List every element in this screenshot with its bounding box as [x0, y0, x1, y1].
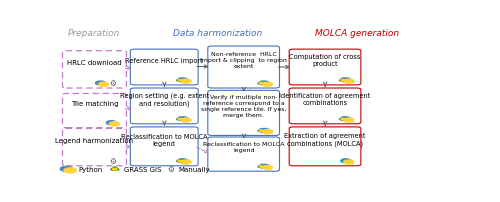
Circle shape — [260, 81, 270, 85]
Circle shape — [341, 78, 351, 82]
Text: Reclassification to MOLCA
legend: Reclassification to MOLCA legend — [203, 142, 284, 153]
Circle shape — [260, 128, 270, 133]
Circle shape — [178, 117, 188, 121]
Text: Computation of cross
product: Computation of cross product — [290, 54, 360, 67]
Text: Legend harmonization: Legend harmonization — [56, 138, 134, 144]
Circle shape — [96, 81, 106, 85]
Circle shape — [341, 117, 351, 121]
Circle shape — [181, 160, 191, 164]
FancyBboxPatch shape — [289, 49, 361, 85]
Text: Reclassification to MOLCA
legend: Reclassification to MOLCA legend — [121, 134, 208, 147]
Circle shape — [344, 118, 354, 122]
Text: Non-reference  HRLC
import & clipping  to region
extent: Non-reference HRLC import & clipping to … — [200, 53, 287, 69]
FancyBboxPatch shape — [62, 128, 126, 166]
FancyBboxPatch shape — [208, 90, 280, 136]
Circle shape — [262, 82, 272, 86]
Text: Verify if multiple non-
reference correspond to a
single reference tile. If yes,: Verify if multiple non- reference corres… — [201, 96, 286, 118]
Text: GRASS GIS: GRASS GIS — [124, 167, 162, 173]
FancyBboxPatch shape — [289, 88, 361, 124]
FancyBboxPatch shape — [62, 94, 126, 128]
Polygon shape — [339, 117, 346, 120]
Polygon shape — [176, 117, 184, 120]
Text: ⚙: ⚙ — [110, 157, 116, 166]
FancyBboxPatch shape — [208, 137, 280, 171]
Polygon shape — [339, 78, 346, 81]
Circle shape — [110, 122, 120, 126]
Circle shape — [260, 130, 263, 131]
Polygon shape — [176, 159, 184, 162]
Circle shape — [262, 165, 272, 169]
FancyBboxPatch shape — [208, 46, 280, 88]
Circle shape — [178, 160, 182, 162]
Circle shape — [260, 164, 270, 168]
FancyBboxPatch shape — [130, 49, 198, 85]
Circle shape — [178, 78, 188, 82]
Text: Data harmonization: Data harmonization — [173, 29, 262, 38]
Polygon shape — [176, 78, 184, 81]
Text: MOLCA generation: MOLCA generation — [315, 29, 399, 38]
Text: Identification of agreement
combinations: Identification of agreement combinations — [280, 93, 370, 106]
Circle shape — [178, 118, 182, 120]
Circle shape — [98, 82, 108, 86]
Text: Preparation: Preparation — [68, 29, 120, 38]
Text: Manually: Manually — [178, 167, 210, 173]
Circle shape — [64, 168, 76, 173]
Circle shape — [178, 79, 182, 81]
Polygon shape — [110, 167, 119, 170]
FancyBboxPatch shape — [130, 127, 198, 166]
Circle shape — [112, 168, 117, 170]
Circle shape — [60, 166, 72, 171]
Text: ⚙: ⚙ — [168, 165, 174, 174]
Circle shape — [344, 79, 354, 83]
Circle shape — [260, 166, 263, 167]
Circle shape — [341, 79, 344, 81]
Text: Python: Python — [78, 167, 102, 173]
Text: Reference HRLC import: Reference HRLC import — [126, 58, 203, 64]
FancyBboxPatch shape — [62, 51, 126, 88]
Text: Tile matching: Tile matching — [70, 101, 118, 107]
Circle shape — [262, 130, 272, 134]
Circle shape — [341, 159, 351, 163]
Text: Extraction of agreement
combinations (MOLCA): Extraction of agreement combinations (MO… — [284, 133, 366, 147]
Circle shape — [344, 160, 354, 164]
Circle shape — [106, 121, 117, 125]
Text: HRLC download: HRLC download — [67, 60, 122, 66]
Polygon shape — [258, 129, 265, 132]
FancyBboxPatch shape — [130, 88, 198, 124]
Circle shape — [181, 79, 191, 83]
Text: ⚙: ⚙ — [110, 79, 116, 88]
Circle shape — [178, 159, 188, 163]
Text: Region setting (e.g. extent
and resolution): Region setting (e.g. extent and resoluti… — [120, 93, 209, 107]
Circle shape — [260, 83, 263, 84]
Polygon shape — [258, 164, 265, 167]
Circle shape — [181, 118, 191, 122]
FancyBboxPatch shape — [289, 127, 361, 166]
Circle shape — [341, 118, 344, 120]
Polygon shape — [258, 81, 265, 84]
